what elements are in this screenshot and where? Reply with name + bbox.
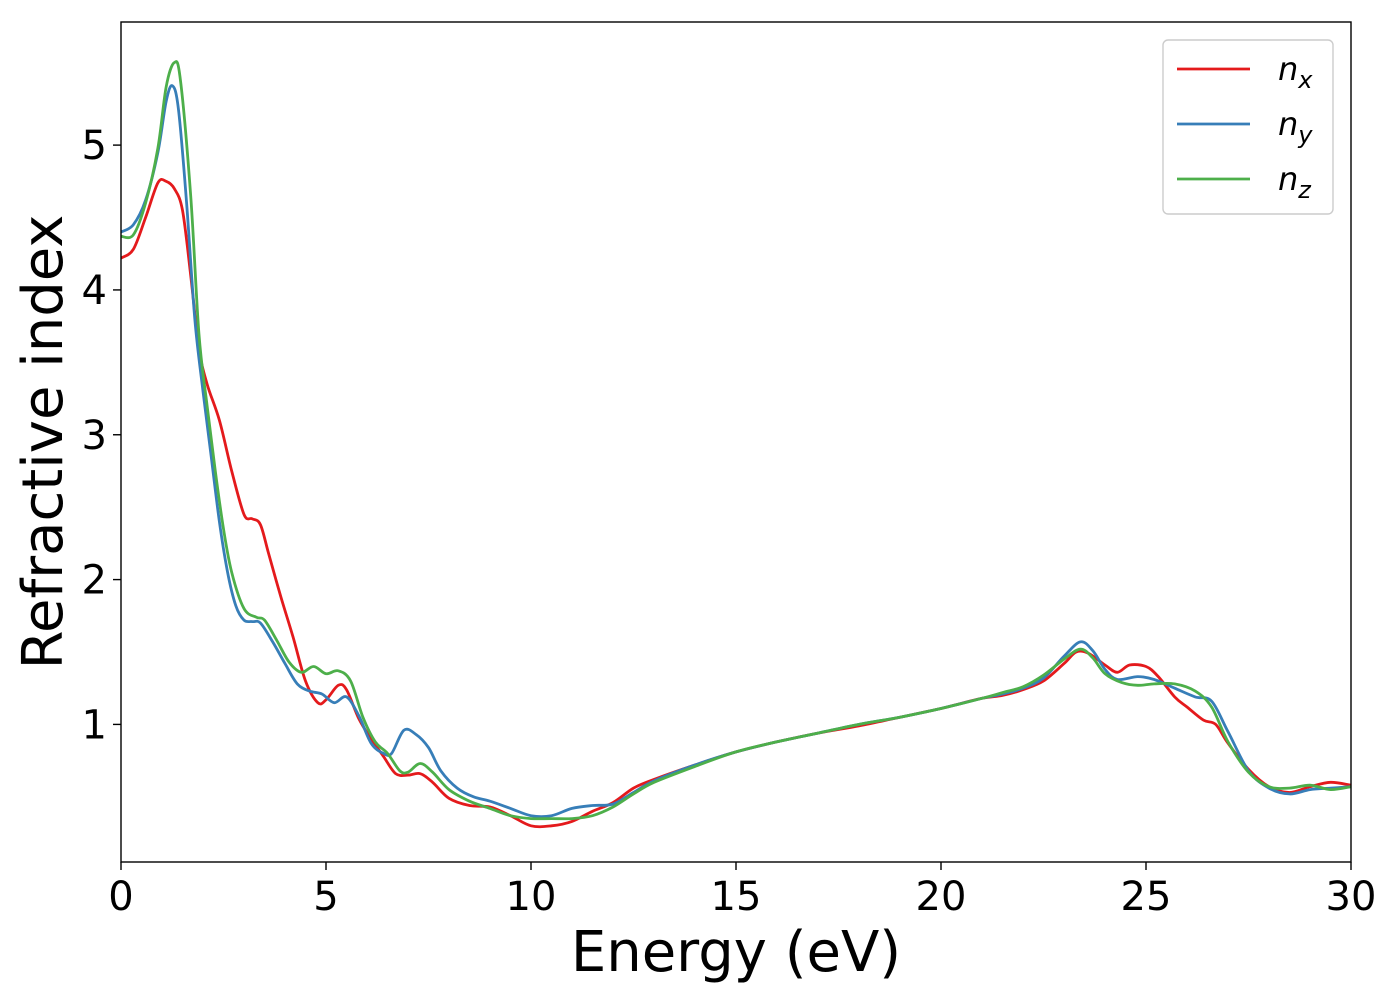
legend-label-nz: nz	[1278, 160, 1312, 204]
legend-label-nx: nx	[1278, 50, 1313, 94]
series-line-nz	[121, 60, 1351, 821]
series-line-nx	[121, 177, 1351, 829]
y-tick-label: 3	[82, 413, 107, 459]
legend-items: nx ny nz	[1177, 50, 1313, 204]
x-tick-label: 30	[1326, 874, 1377, 920]
x-tick-label: 25	[1121, 874, 1172, 920]
y-tick-label: 5	[82, 123, 107, 169]
x-axis-label: Energy (eV)	[571, 920, 901, 985]
x-tick-label: 5	[313, 874, 338, 920]
y-axis-label: Refractive index	[11, 215, 76, 670]
x-tick-label: 15	[711, 874, 762, 920]
x-tick-label: 10	[506, 874, 557, 920]
y-tick-label: 2	[82, 558, 107, 604]
x-tick-label: 20	[916, 874, 967, 920]
y-tick-label: 4	[82, 268, 107, 314]
legend-label-ny: ny	[1278, 105, 1313, 149]
x-tick-label: 0	[108, 874, 133, 920]
series-layer	[121, 60, 1351, 829]
series-line-ny	[121, 84, 1351, 818]
y-tick-label: 1	[82, 702, 107, 748]
ticks-layer: 0 5 10 15 20 25 30 1 2 3 4 5	[82, 123, 1377, 920]
legend-box	[1162, 39, 1334, 215]
legend: nx ny nz	[1162, 39, 1334, 215]
